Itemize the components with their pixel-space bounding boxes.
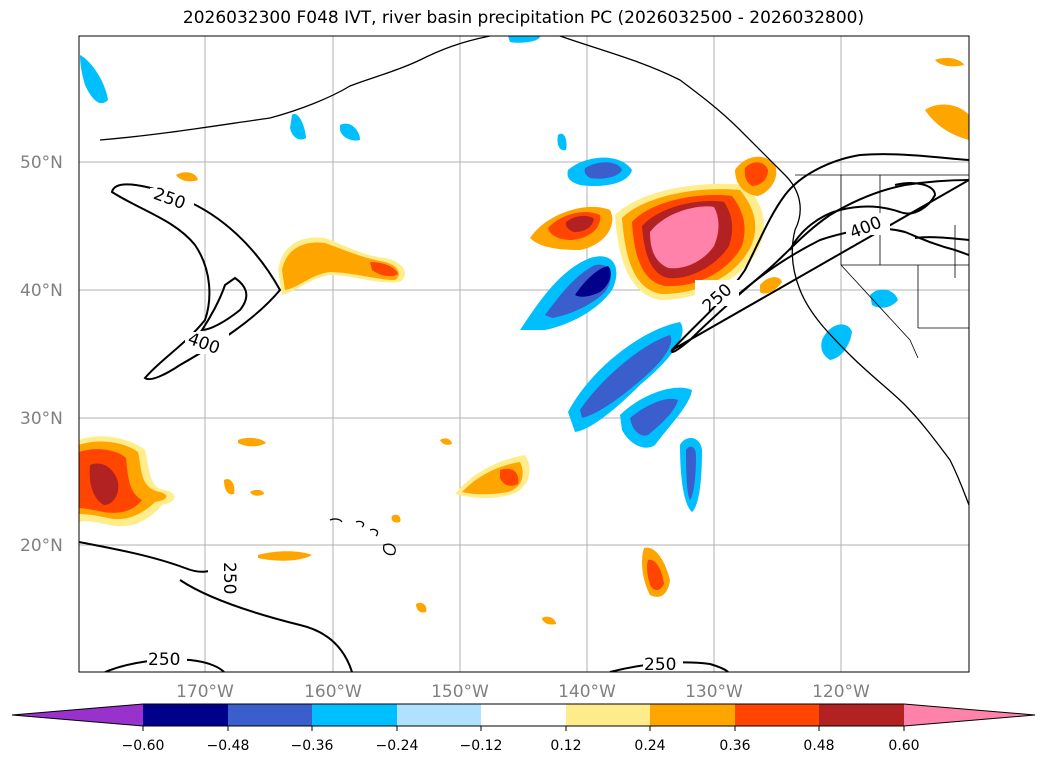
colorbar-tick-label: 0.24 bbox=[634, 738, 665, 754]
lon-label: 120°W bbox=[812, 682, 870, 702]
plot-title: 2026032300 F048 IVT, river basin precipi… bbox=[182, 8, 865, 28]
colorbar-extend-low bbox=[12, 704, 143, 726]
longitude-labels: 170°W 160°W 150°W 140°W 130°W 120°W bbox=[176, 682, 870, 702]
colorbar-tick-label: −0.12 bbox=[460, 738, 503, 754]
latitude-labels: 50°N 40°N 30°N 20°N bbox=[20, 153, 63, 556]
lon-label: 140°W bbox=[558, 682, 616, 702]
colorbar-segment bbox=[735, 704, 819, 726]
contour-label: 250 bbox=[148, 650, 180, 670]
colorbar: −0.60 −0.48 −0.36 −0.24 −0.12 0.12 0.24 … bbox=[11, 703, 1036, 754]
colorbar-extend-high bbox=[904, 704, 1035, 726]
colorbar-tick-label: −0.48 bbox=[207, 738, 250, 754]
gridlines bbox=[79, 36, 969, 672]
colorbar-segment bbox=[397, 704, 481, 726]
colorbar-tick-label: 0.48 bbox=[803, 738, 834, 754]
colorbar-tick-label: −0.36 bbox=[291, 738, 334, 754]
lat-label: 30°N bbox=[20, 409, 63, 429]
lon-label: 130°W bbox=[685, 682, 743, 702]
colorbar-segment bbox=[312, 704, 397, 726]
contour-label: 250 bbox=[219, 562, 239, 594]
colorbar-tick-label: 0.60 bbox=[888, 738, 919, 754]
colorbar-tick-label: −0.60 bbox=[122, 738, 165, 754]
lat-label: 40°N bbox=[20, 281, 63, 301]
contour-label: 250 bbox=[644, 655, 676, 675]
colorbar-segment bbox=[228, 704, 312, 726]
colorbar-tick-label: 0.12 bbox=[550, 738, 581, 754]
lon-label: 170°W bbox=[176, 682, 234, 702]
map-border bbox=[78, 35, 970, 673]
colorbar-segment bbox=[143, 704, 228, 726]
colorbar-segment bbox=[566, 704, 650, 726]
colorbar-tick-label: −0.24 bbox=[376, 738, 419, 754]
lat-label: 50°N bbox=[20, 153, 63, 173]
colorbar-tick-label: 0.36 bbox=[719, 738, 750, 754]
colorbar-segment bbox=[819, 704, 904, 726]
political-borders bbox=[795, 174, 969, 359]
precip-pc-shading bbox=[79, 36, 969, 625]
coastlines bbox=[99, 36, 969, 556]
lon-label: 150°W bbox=[431, 682, 489, 702]
lon-label: 160°W bbox=[304, 682, 362, 702]
colorbar-segment bbox=[481, 704, 566, 726]
lat-label: 20°N bbox=[20, 536, 63, 556]
colorbar-segment bbox=[650, 704, 735, 726]
